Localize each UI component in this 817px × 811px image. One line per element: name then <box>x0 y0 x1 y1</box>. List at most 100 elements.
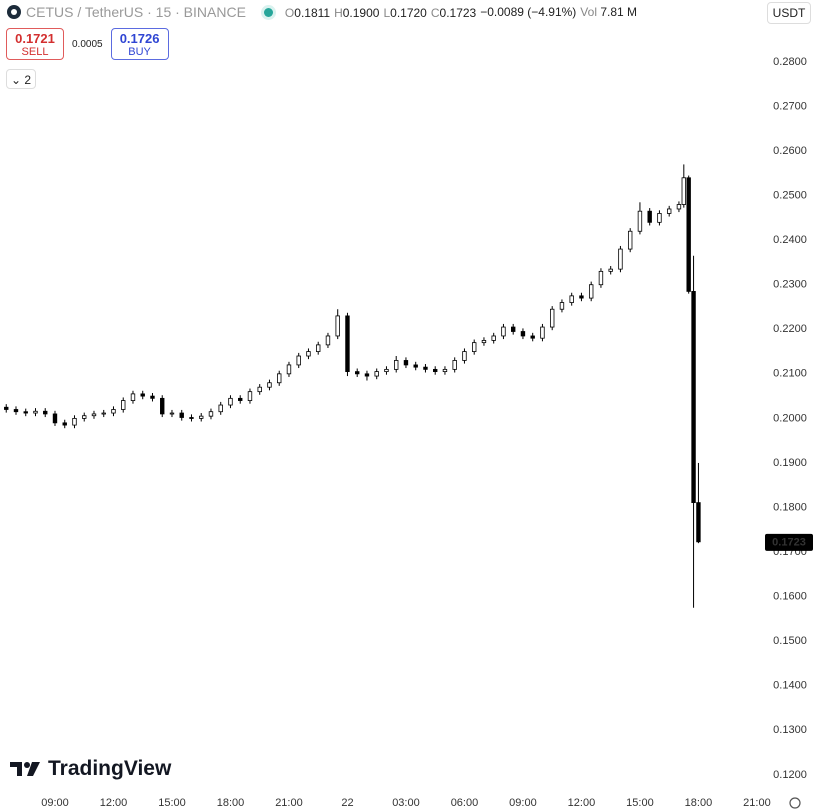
candle-body <box>510 326 516 332</box>
candle-body <box>33 410 38 414</box>
x-tick-label: 09:00 <box>509 797 537 809</box>
y-tick-label: 0.1400 <box>773 680 807 692</box>
x-tick-label: 15:00 <box>158 797 186 809</box>
ohlc-label: O <box>284 6 295 20</box>
x-tick-label: 09:00 <box>41 797 69 809</box>
y-tick-label: 0.1500 <box>773 635 807 647</box>
indicators-count: 2 <box>24 73 32 87</box>
change-value: −0.0089 (−4.91%) <box>480 5 577 19</box>
x-tick-label: 12:00 <box>568 797 596 809</box>
candle-body <box>433 368 438 373</box>
candle-body <box>520 331 526 337</box>
candle-body <box>91 413 97 417</box>
candle-body <box>169 412 175 415</box>
candle-body <box>13 409 19 413</box>
candle-body <box>462 351 467 361</box>
candle-body <box>657 213 662 223</box>
candle-body <box>218 404 223 413</box>
y-tick-label: 0.1800 <box>773 501 807 513</box>
buy-button[interactable]: 0.1726 BUY <box>110 28 169 60</box>
y-tick-label: 0.2200 <box>773 323 807 335</box>
candle-body <box>549 308 555 328</box>
ohlc-label: H <box>334 6 343 20</box>
candle-body <box>257 386 262 393</box>
x-tick-label: 18:00 <box>217 797 245 809</box>
candle-body <box>247 391 253 401</box>
candle-body <box>452 360 457 370</box>
candle-body <box>666 208 672 214</box>
candle-body <box>82 415 87 419</box>
candle-body <box>413 364 418 368</box>
candle-body <box>43 410 48 415</box>
price-axis: 0.2800 0.2700 0.2600 0.2500 0.2400 0.2300 0.22… <box>765 56 813 781</box>
candle-body <box>501 326 506 337</box>
candle-body <box>228 397 233 406</box>
candle-body <box>121 400 126 410</box>
candles <box>4 164 701 608</box>
candle-body <box>691 291 696 504</box>
candle-body <box>540 326 545 339</box>
candle-body <box>686 177 691 292</box>
candle-body <box>140 393 145 397</box>
buy-price: 0.1726 <box>119 31 160 46</box>
y-tick-label: 0.2400 <box>773 234 807 246</box>
volume: Vol 7.81 M <box>580 5 637 19</box>
volume-value: 7.81 M <box>600 5 638 19</box>
candle-body <box>316 344 321 352</box>
candle-body <box>472 342 477 352</box>
candle-body <box>179 412 184 418</box>
candle-body <box>286 364 292 375</box>
candle-body <box>647 210 652 223</box>
candle-body <box>101 412 106 415</box>
market-status <box>263 7 273 17</box>
ohlc-value: 0.1723 <box>439 6 477 20</box>
candle-body <box>598 270 604 286</box>
x-tick-label: 06:00 <box>451 797 479 809</box>
candle-body <box>364 373 370 377</box>
sell-button[interactable]: 0.1721 SELL <box>6 28 64 60</box>
candle-body <box>384 368 389 373</box>
time-axis: 09:00 12:00 15:00 18:00 21:00 22 03:00 06:00 09:… <box>41 797 770 809</box>
y-tick-label: 0.2800 <box>773 56 807 68</box>
candle-body <box>355 371 360 375</box>
candle-body <box>637 210 643 232</box>
settings-icon[interactable] <box>789 797 801 809</box>
sell-label: SELL <box>21 46 49 58</box>
candle-body <box>530 335 535 339</box>
y-tick-label: 0.2500 <box>773 190 807 202</box>
candle-body <box>442 368 448 373</box>
candle-body <box>267 382 272 388</box>
ohlc-value: 0.1720 <box>390 6 427 20</box>
candle-body <box>491 335 496 341</box>
y-tick-label: 0.1900 <box>773 457 807 469</box>
candle-body <box>296 355 301 366</box>
x-tick-label: 15:00 <box>626 797 654 809</box>
x-tick-label: 21:00 <box>743 797 771 809</box>
candle-body <box>345 315 350 373</box>
y-tick-label: 0.2000 <box>773 412 807 424</box>
y-tick-label: 0.2700 <box>773 100 807 112</box>
header: CETUS / TetherUS · 15 · BINANCE O0.1811 H… <box>6 4 641 20</box>
y-tick-label: 0.2600 <box>773 145 807 157</box>
y-tick-label: 0.1600 <box>773 591 807 603</box>
x-tick-label: 18:00 <box>685 797 713 809</box>
candle-body <box>62 422 67 426</box>
candle-body <box>569 295 574 303</box>
price-axis-bg <box>762 0 817 811</box>
candle-body <box>325 335 331 346</box>
candle-body <box>150 395 155 399</box>
candle-body <box>676 204 682 210</box>
indicators-toggle[interactable]: ⌄ 2 <box>6 69 36 89</box>
brand-name: TradingView <box>48 757 172 780</box>
candle-body <box>72 417 77 426</box>
candle-body <box>618 248 623 270</box>
candle-body <box>160 397 165 415</box>
candle-body <box>238 397 243 401</box>
candle-body <box>189 417 194 419</box>
volume-label: Vol <box>580 5 597 19</box>
currency-select[interactable]: USDT <box>767 2 811 24</box>
y-tick-label: 0.2300 <box>773 279 807 291</box>
x-tick-label: 12:00 <box>100 797 128 809</box>
symbol-logo <box>7 5 21 19</box>
